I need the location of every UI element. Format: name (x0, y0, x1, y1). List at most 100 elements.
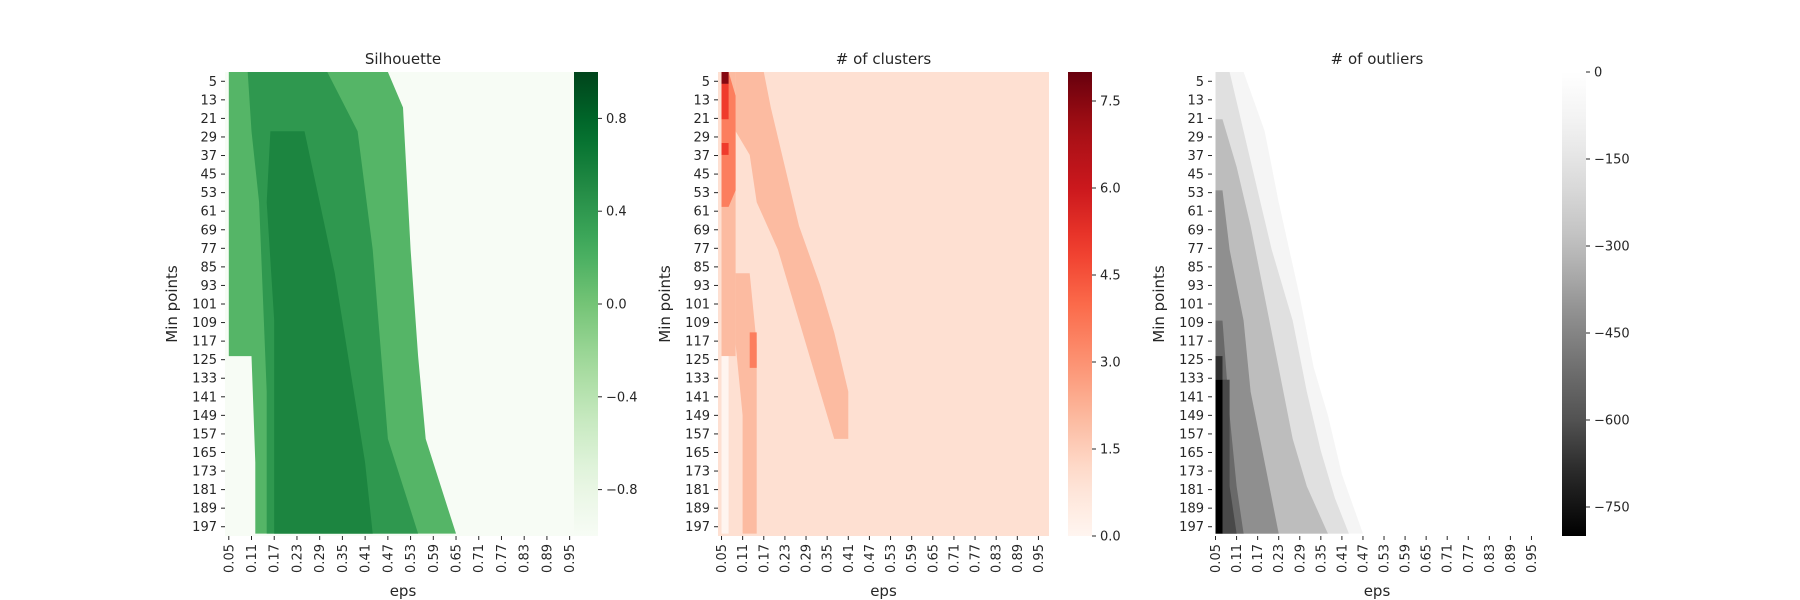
y-tick-label: 13 (1187, 93, 1204, 108)
y-tick-label: 149 (1179, 409, 1204, 424)
y-tick-label: 69 (1187, 223, 1204, 238)
y-tick-label: 133 (1179, 372, 1204, 387)
colorbar-tick-label: −300 (1594, 240, 1630, 255)
x-tick-label: 0.05 (1209, 544, 1224, 573)
heatmap-panel: Silhouette 5 13 21 29 37 45 53 61 69 77 85 93 101 109 1… (163, 50, 638, 600)
x-tick-label: 0.23 (1272, 544, 1287, 573)
heatmap-region (721, 72, 729, 84)
colorbar-tick-label: 0.0 (606, 298, 627, 313)
colorbar-tick-label: 3.0 (1100, 356, 1121, 371)
y-tick-label: 157 (685, 427, 710, 442)
y-tick-label: 101 (685, 298, 710, 313)
y-tick-label: 13 (693, 93, 710, 108)
y-tick-label: 93 (200, 279, 217, 294)
y-tick-label: 197 (192, 520, 217, 535)
x-tick-label: 0.65 (1420, 544, 1435, 573)
y-tick-label: 93 (1187, 279, 1204, 294)
x-tick-label: 0.41 (842, 544, 857, 573)
x-tick-label: 0.77 (1462, 544, 1477, 573)
x-tick-label: 0.59 (427, 544, 442, 573)
y-tick-label: 101 (1179, 298, 1204, 313)
y-tick-label: 189 (685, 502, 710, 517)
colorbar-tick-label: −150 (1594, 153, 1630, 168)
colorbar-tick-label: −600 (1594, 414, 1630, 429)
y-tick-label: 45 (693, 168, 710, 183)
x-tick-label: 0.35 (336, 544, 351, 573)
y-tick-label: 93 (693, 279, 710, 294)
y-tick-label: 37 (1187, 149, 1204, 164)
y-tick-label: 117 (685, 335, 710, 350)
y-tick-label: 173 (192, 465, 217, 480)
x-tick-label: 0.59 (905, 544, 920, 573)
y-axis-label: Min points (163, 265, 181, 343)
y-tick-label: 141 (192, 390, 217, 405)
y-tick-label: 157 (1179, 427, 1204, 442)
x-tick-label: 0.59 (1399, 544, 1414, 573)
x-tick-label: 0.05 (222, 544, 237, 573)
x-tick-label: 0.83 (518, 544, 533, 573)
y-tick-label: 149 (192, 409, 217, 424)
y-axis-label: Min points (656, 265, 674, 343)
colorbar-tick-label: 1.5 (1100, 443, 1121, 458)
x-tick-label: 0.89 (540, 544, 555, 573)
y-tick-label: 109 (192, 316, 217, 331)
y-tick-label: 21 (1187, 112, 1204, 127)
y-tick-label: 181 (1179, 483, 1204, 498)
x-tick-label: 0.53 (1378, 544, 1393, 573)
y-tick-label: 109 (1179, 316, 1204, 331)
y-tick-label: 173 (1179, 465, 1204, 480)
x-tick-label: 0.71 (472, 544, 487, 573)
y-tick-label: 29 (1187, 130, 1204, 145)
y-tick-label: 181 (685, 483, 710, 498)
y-tick-label: 189 (192, 502, 217, 517)
x-tick-label: 0.41 (359, 544, 374, 573)
y-tick-label: 29 (200, 130, 217, 145)
y-tick-label: 197 (1179, 520, 1204, 535)
y-tick-label: 117 (1179, 335, 1204, 350)
x-axis-label: eps (870, 582, 897, 600)
heatmap-region (266, 131, 373, 534)
y-tick-label: 165 (1179, 446, 1204, 461)
x-tick-label: 0.05 (715, 544, 730, 573)
colorbar-tick-label: −0.8 (606, 483, 638, 498)
x-tick-label: 0.89 (1011, 544, 1026, 573)
y-tick-label: 21 (200, 112, 217, 127)
y-tick-label: 141 (685, 390, 710, 405)
colorbar-tick-label: −450 (1594, 327, 1630, 342)
colorbar (1068, 72, 1092, 536)
y-tick-label: 165 (192, 446, 217, 461)
x-tick-label: 0.71 (947, 544, 962, 573)
y-tick-label: 77 (1187, 242, 1204, 257)
y-tick-label: 125 (1179, 353, 1204, 368)
x-tick-label: 0.17 (1251, 544, 1266, 573)
y-tick-label: 125 (192, 353, 217, 368)
y-axis-label: Min points (1150, 265, 1168, 343)
y-tick-label: 61 (693, 205, 710, 220)
heatmap-region (735, 72, 849, 439)
y-tick-label: 45 (1187, 168, 1204, 183)
heatmap-region (1215, 379, 1223, 534)
x-tick-label: 0.95 (1032, 544, 1047, 573)
y-tick-label: 69 (200, 223, 217, 238)
y-tick-label: 133 (685, 372, 710, 387)
colorbar-tick-label: 4.5 (1100, 269, 1121, 284)
x-tick-label: 0.17 (757, 544, 772, 573)
colorbar-tick-label: 7.5 (1100, 95, 1121, 110)
y-tick-label: 69 (693, 223, 710, 238)
x-tick-label: 0.23 (290, 544, 305, 573)
y-tick-label: 29 (693, 130, 710, 145)
heatmap-region (721, 83, 729, 120)
colorbar-tick-label: 0.0 (1100, 530, 1121, 545)
x-tick-label: 0.29 (1293, 544, 1308, 573)
colorbar (574, 72, 598, 536)
x-tick-label: 0.65 (926, 544, 941, 573)
y-tick-label: 101 (192, 298, 217, 313)
x-tick-label: 0.29 (313, 544, 328, 573)
y-tick-label: 37 (200, 149, 217, 164)
y-tick-label: 165 (685, 446, 710, 461)
colorbar-tick-label: −0.4 (606, 390, 638, 405)
heatmap-region (1215, 356, 1223, 380)
y-tick-label: 77 (200, 242, 217, 257)
x-tick-label: 0.71 (1441, 544, 1456, 573)
